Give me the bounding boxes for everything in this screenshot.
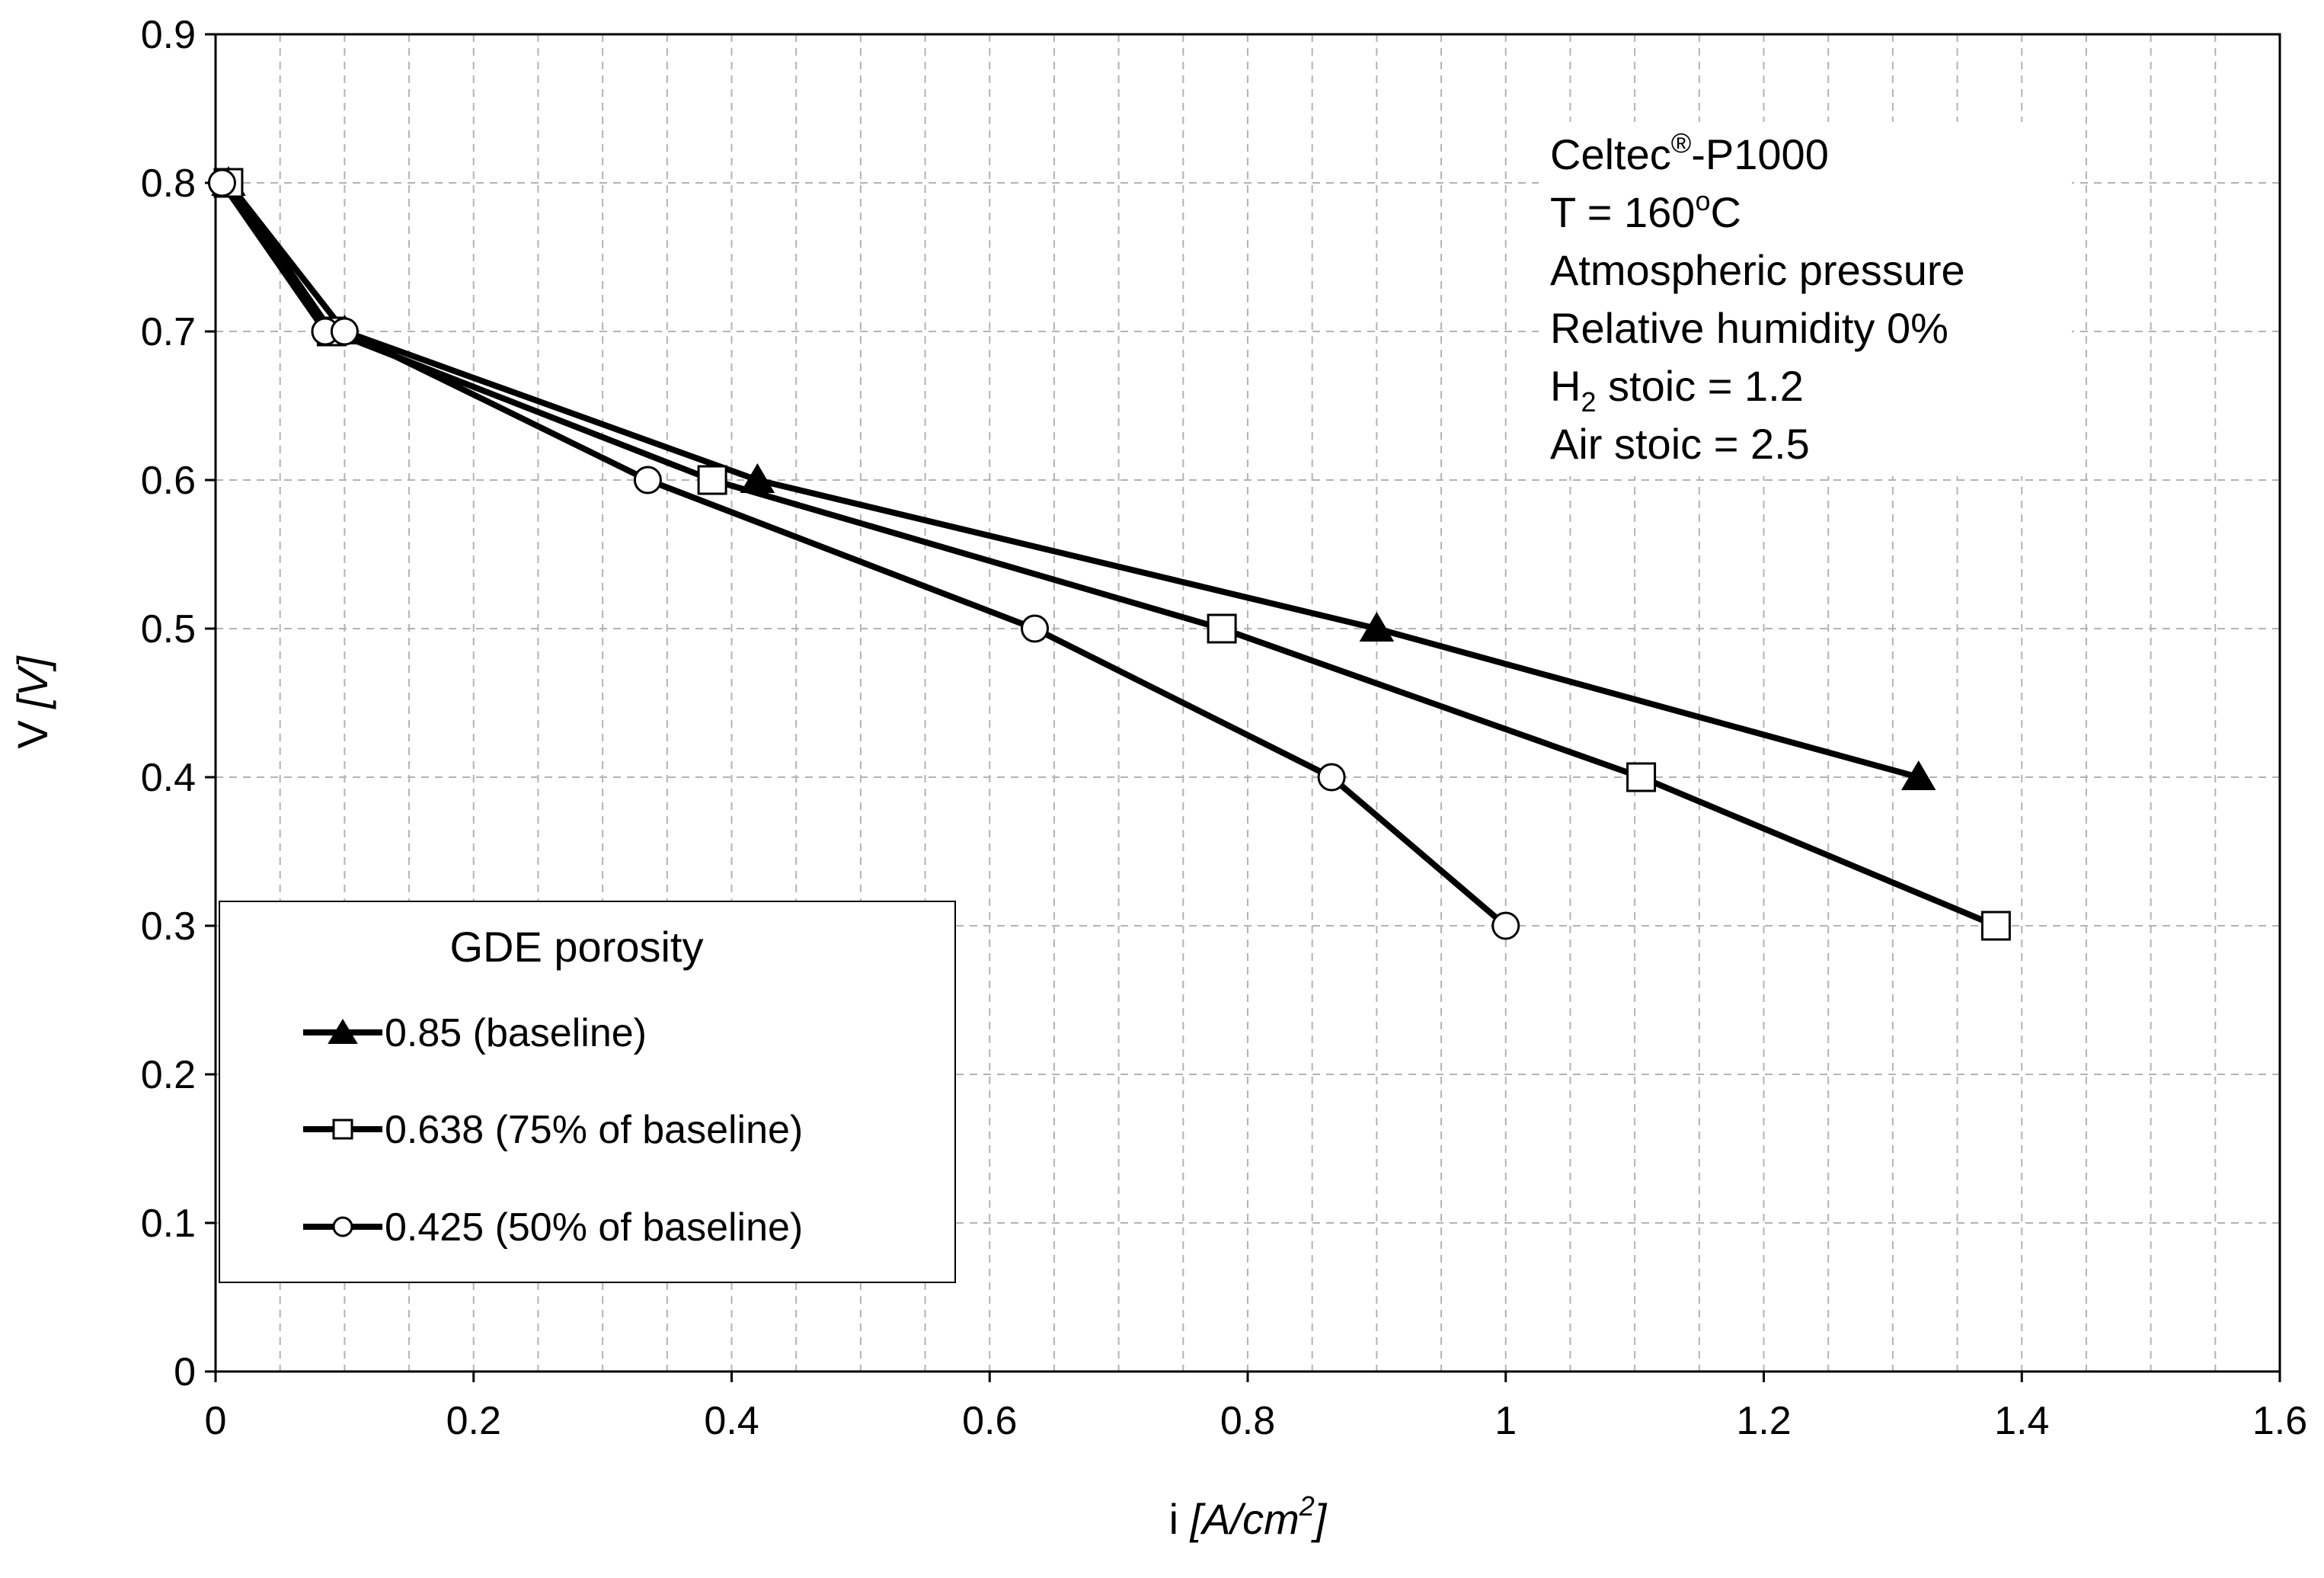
y-tick-label: 0 [174, 1350, 196, 1394]
x-tick-label: 0.2 [446, 1399, 501, 1443]
data-point-square [1207, 613, 1237, 644]
y-axis-title-unit: [V] [8, 655, 56, 710]
annotation-h2-subscript: 2 [1581, 386, 1596, 418]
legend-label-50: 0.425 (50% of baseline) [385, 1205, 803, 1250]
annotation-background [1539, 122, 2072, 476]
data-point-triangle [740, 463, 775, 493]
axis-ticks: 0 0.2 0.4 0.6 0.8 1 1.2 1.4 1.6 0 0.1 0.2 0.3 0.4 0.5 0… [141, 13, 2307, 1443]
x-tick-label: 1.6 [2252, 1399, 2307, 1443]
x-axis-title: i [A/cm2] [1169, 1490, 1328, 1543]
x-tick-label: 0.8 [1220, 1399, 1275, 1443]
annotation-temperature-value: T = 160 [1550, 188, 1695, 236]
x-tick-label: 1.4 [1994, 1399, 2049, 1443]
data-point-circle [207, 168, 236, 197]
data-point-square [1626, 762, 1657, 792]
x-tick-label: 0.6 [962, 1399, 1017, 1443]
x-tick-label: 0 [205, 1399, 227, 1443]
legend-label-75: 0.638 (75% of baseline) [385, 1108, 803, 1152]
annotation-h2-symbol: H [1550, 362, 1581, 410]
legend: GDE porosity 0.85 (baseline) 0.638 (75% … [219, 901, 956, 1283]
annotation-h2-stoic-value: stoic = 1.2 [1596, 362, 1803, 410]
annotation-line-humidity: Relative humidity 0% [1550, 304, 1948, 352]
y-tick-label: 0.9 [141, 13, 196, 57]
data-point-circle [330, 317, 359, 346]
data-point-square [697, 465, 727, 495]
data-point-circle [1021, 614, 1050, 643]
conditions-annotation: Celtec®-P1000 T = 160oC Atmospheric pres… [1539, 122, 2072, 476]
annotation-temperature-unit: C [1710, 188, 1741, 236]
y-axis-title-prefix: V [8, 709, 56, 749]
data-point-triangle [1359, 612, 1395, 642]
annotation-material-name: Celtec [1550, 130, 1671, 178]
annotation-degree-sign: o [1695, 185, 1710, 216]
annotation-line-h2-stoic: H2 stoic = 1.2 [1550, 362, 1804, 418]
annotation-registered-mark: ® [1671, 127, 1692, 158]
annotation-line-temperature: T = 160oC [1550, 185, 1741, 236]
annotation-material-model: -P1000 [1691, 130, 1829, 178]
y-tick-label: 0.3 [141, 904, 196, 949]
data-point-circle [633, 466, 662, 495]
x-tick-label: 1 [1494, 1399, 1517, 1443]
legend-marker-circle [332, 1216, 353, 1237]
y-tick-label: 0.5 [141, 607, 196, 651]
x-tick-label: 1.2 [1736, 1399, 1791, 1443]
legend-marker-triangle [328, 1019, 358, 1044]
x-axis-title-unit: [A/cm [1189, 1495, 1299, 1543]
x-axis-title-unit-sup: 2 [1299, 1490, 1315, 1522]
series-line-0-638-75-of-baseline [225, 181, 1997, 929]
x-axis-title-unit-end: ] [1311, 1495, 1328, 1543]
y-tick-label: 0.1 [141, 1202, 196, 1246]
y-tick-label: 0.7 [141, 310, 196, 354]
data-point-circle [1317, 763, 1346, 792]
annotation-line-air-stoic: Air stoic = 2.5 [1550, 420, 1810, 468]
y-tick-label: 0.6 [141, 459, 196, 503]
y-tick-label: 0.2 [141, 1053, 196, 1097]
legend-label-baseline: 0.85 (baseline) [385, 1011, 647, 1055]
y-axis-title: V [V] [8, 655, 56, 749]
data-point-triangle [1901, 760, 1936, 790]
data-point-square [1980, 911, 2011, 941]
legend-title: GDE porosity [450, 923, 704, 971]
x-tick-label: 0.4 [704, 1399, 759, 1443]
y-tick-label: 0.8 [141, 162, 196, 206]
annotation-line-pressure: Atmospheric pressure [1550, 246, 1965, 294]
data-point-circle [1491, 911, 1520, 940]
series-layer [207, 166, 2011, 941]
x-axis-title-prefix: i [1169, 1495, 1191, 1543]
y-tick-label: 0.4 [141, 756, 196, 800]
annotation-line-material: Celtec®-P1000 [1550, 127, 1829, 178]
legend-marker-square [332, 1119, 353, 1140]
